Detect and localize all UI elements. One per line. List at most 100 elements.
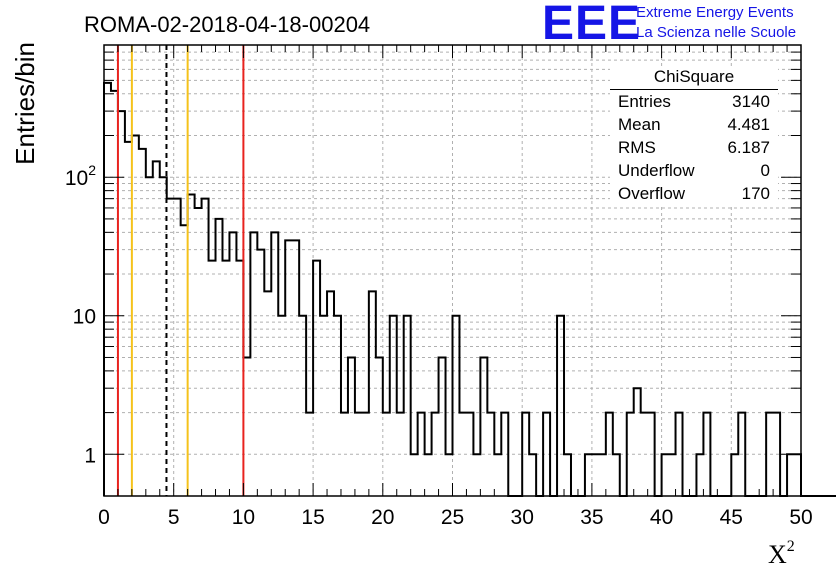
histogram-bin [236, 261, 243, 496]
histogram-bin [634, 388, 641, 496]
histogram-bin [613, 454, 620, 496]
stats-title: ChiSquare [653, 67, 735, 86]
y-tick-label: 1 [84, 444, 96, 467]
x-tick-label: 20 [371, 506, 394, 529]
histogram-bin [773, 413, 780, 496]
histogram-bin [599, 454, 606, 496]
histogram-bin [418, 413, 425, 496]
x-tick-label: 10 [232, 506, 255, 529]
y-tick-label: 10 [73, 306, 96, 329]
stats-value: 170 [741, 184, 770, 203]
histogram-bin [327, 291, 334, 496]
histogram-bin [459, 413, 466, 496]
y-axis-label: Entries/bin [10, 42, 40, 165]
stats-value: 0 [760, 161, 770, 180]
histogram-bin [271, 232, 278, 496]
histogram-bin [627, 413, 634, 496]
y-tick-label: 102 [65, 162, 96, 190]
histogram-bin [376, 357, 383, 496]
x-tick-labels: 0 5 10 15 20 25 30 35 40 45 50 [98, 506, 813, 529]
histogram-bin [557, 316, 564, 496]
histogram-bin [146, 177, 153, 496]
histogram-bin [738, 413, 745, 496]
histogram-bin [411, 454, 418, 496]
histogram-bin [501, 413, 508, 496]
eee-logo: EEE Extreme Energy Events La Scienza nel… [542, 0, 832, 50]
histogram-bin [564, 454, 571, 496]
x-tick-label: 45 [720, 506, 743, 529]
histogram-bin [167, 199, 174, 496]
stats-divider [610, 89, 778, 90]
histogram-bin [222, 261, 229, 496]
stats-row: Overflow 170 [618, 184, 770, 206]
histogram-bin [648, 413, 655, 496]
stats-row: Mean 4.481 [618, 115, 770, 137]
histogram-bin [216, 219, 223, 496]
histogram-bin [209, 261, 216, 496]
histogram-bin [285, 240, 292, 496]
histogram-bin [466, 413, 473, 496]
x-tick-label: 25 [441, 506, 464, 529]
histogram-bin [125, 142, 132, 496]
x-tick-label: 40 [650, 506, 673, 529]
histogram-bin [243, 357, 250, 496]
histogram-bin [181, 225, 188, 496]
histogram-bin [264, 291, 271, 496]
histogram-bin [334, 316, 341, 496]
histogram-bin [111, 91, 118, 496]
histogram-bin [404, 316, 411, 496]
histogram-bin [299, 316, 306, 496]
histogram-bin [250, 232, 257, 496]
stats-value: 6.187 [727, 138, 770, 157]
histogram-bin [669, 454, 676, 496]
histogram-bin [397, 413, 404, 496]
histogram-bin [641, 413, 648, 496]
histogram-bin [453, 316, 460, 496]
histogram-bin [480, 357, 487, 496]
histogram-bin [383, 413, 390, 496]
x-tick-label: 15 [301, 506, 324, 529]
histogram-bin [446, 454, 453, 496]
x-tick-label: 30 [511, 506, 534, 529]
x-axis-label: X2 [768, 538, 795, 569]
histogram-bin [369, 291, 376, 496]
histogram-bin [696, 454, 703, 496]
histogram-bin [487, 413, 494, 496]
histogram-outline [103, 81, 836, 497]
stats-label: RMS [618, 138, 656, 157]
axis-ticks [103, 45, 802, 496]
histogram-bin [787, 454, 794, 496]
histogram-bin [390, 316, 397, 496]
histogram-bin [473, 454, 480, 496]
logo-mark: EEE [542, 0, 642, 50]
histogram-bin [703, 413, 710, 496]
x-axis-label-base: X [768, 540, 787, 569]
stats-value: 3140 [732, 92, 770, 111]
histogram-bin [766, 413, 773, 496]
stats-label: Overflow [618, 184, 686, 203]
stats-value: 4.481 [727, 115, 770, 134]
reference-lines [116, 45, 245, 496]
stats-label: Mean [618, 115, 661, 134]
x-axis-label-exp: 2 [787, 538, 795, 555]
histogram-bin [104, 83, 111, 496]
histogram-bin [229, 232, 236, 496]
chart-title: ROMA-02-2018-04-18-00204 [84, 12, 370, 37]
histogram-bin [118, 111, 125, 496]
histogram-bin [278, 316, 285, 496]
stats-box: ChiSquare Entries 3140 Mean 4.481 RMS 6.… [610, 67, 778, 207]
x-tick-label: 5 [168, 506, 180, 529]
histogram-bin [606, 413, 613, 496]
stats-label: Underflow [618, 161, 695, 180]
histogram-bin [139, 149, 146, 496]
histogram-bin [202, 199, 209, 496]
stats-label: Entries [618, 92, 671, 111]
stats-row: Underflow 0 [618, 161, 770, 183]
x-tick-label: 35 [580, 506, 603, 529]
histogram-bin [585, 454, 592, 496]
y-tick-label-base: 10 [65, 167, 88, 190]
histogram-bin [313, 261, 320, 496]
histogram-bin [592, 454, 599, 496]
histogram-bin [362, 413, 369, 496]
